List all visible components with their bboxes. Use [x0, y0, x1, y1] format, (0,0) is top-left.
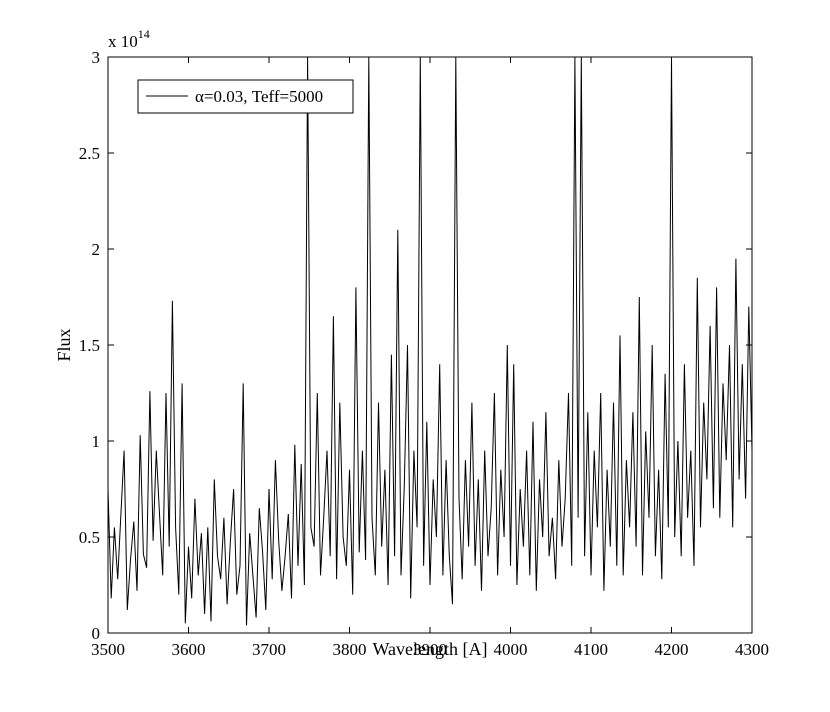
y-tick-label-5: 2.5 — [79, 144, 100, 163]
x-tick-label-6: 4100 — [574, 640, 608, 659]
x-tick-label-2: 3700 — [252, 640, 286, 659]
x-tick-label-3: 3800 — [333, 640, 367, 659]
x-tick-label-1: 3600 — [172, 640, 206, 659]
x-axis-label: Wavelength [A] — [372, 639, 487, 659]
series-line-0 — [108, 57, 752, 626]
y-axis-multiplier: x 1014 — [108, 27, 150, 51]
y-tick-label-6: 3 — [92, 48, 101, 67]
ticks-layer: 3500 3600 3700 3800 3900 4000 4100 4200 4300 0 0.5… — [79, 48, 769, 659]
y-axis-multiplier-exponent: 14 — [138, 27, 150, 41]
y-tick-label-3: 1.5 — [79, 336, 100, 355]
series-layer — [108, 57, 752, 626]
y-tick-label-0: 0 — [92, 624, 101, 643]
y-axis-label: Flux — [54, 328, 74, 361]
x-tick-label-5: 4000 — [494, 640, 528, 659]
y-axis-multiplier-base: x 10 — [108, 32, 138, 51]
plot-area-frame — [107, 56, 753, 634]
x-tick-label-8: 4300 — [735, 640, 769, 659]
y-tick-label-1: 0.5 — [79, 528, 100, 547]
legend: α=0.03, Teff=5000 — [137, 79, 354, 114]
x-tick-label-4: 3900 — [413, 640, 447, 659]
legend-label: α=0.03, Teff=5000 — [195, 87, 323, 106]
x-tick-label-0: 3500 — [91, 640, 125, 659]
y-tick-label-4: 2 — [92, 240, 101, 259]
y-tick-label-2: 1 — [92, 432, 101, 451]
x-tick-label-7: 4200 — [655, 640, 689, 659]
